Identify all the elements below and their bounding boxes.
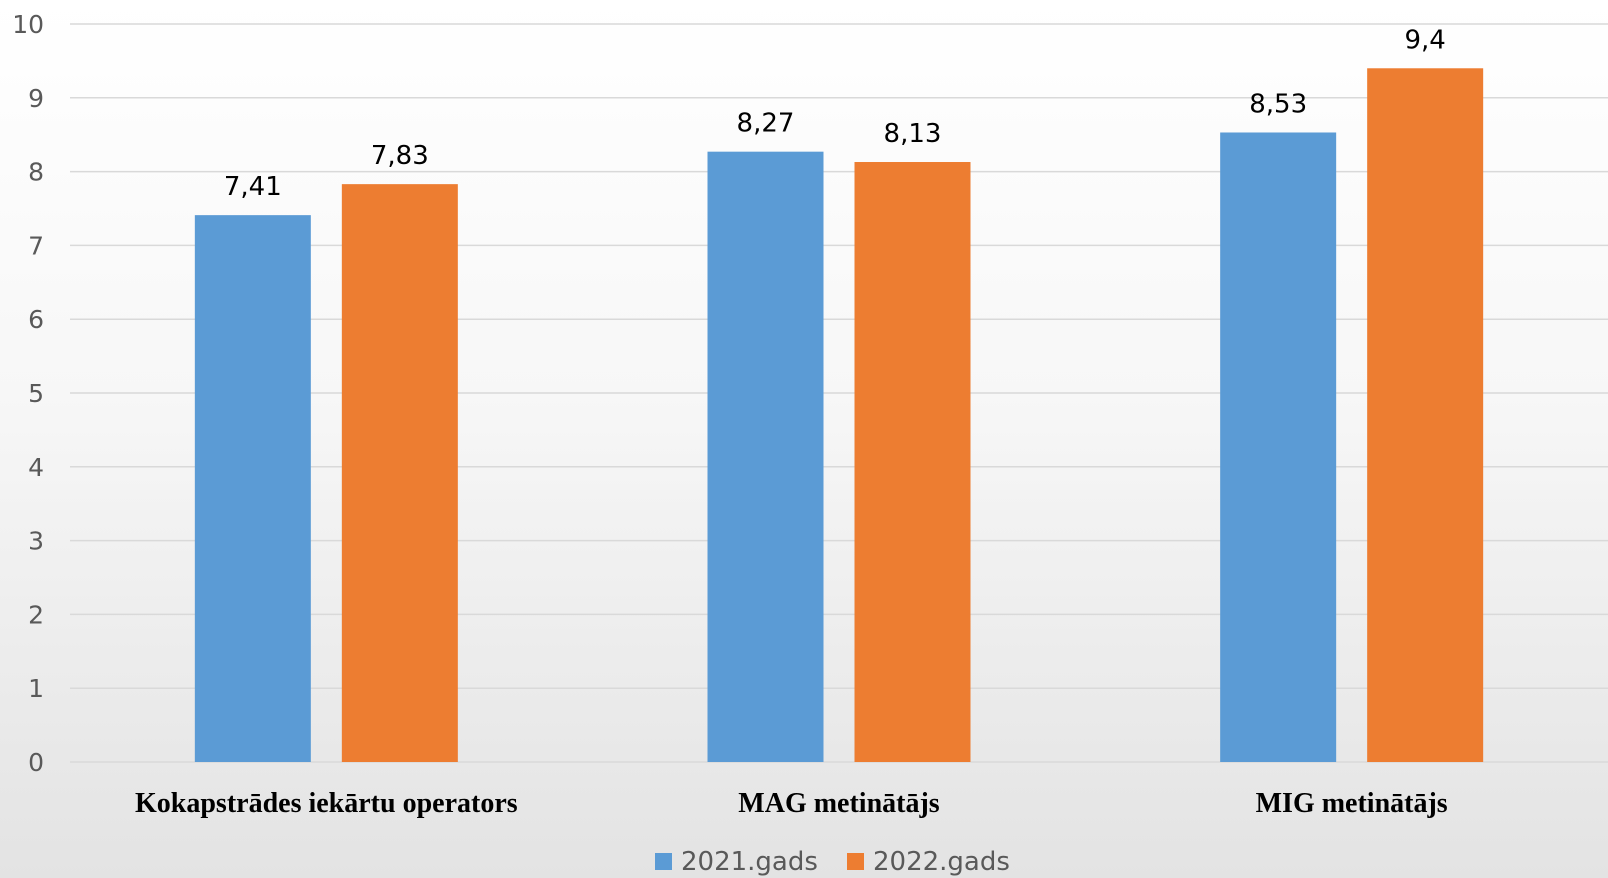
- y-tick-label: 7: [28, 231, 44, 260]
- bars: [194, 68, 1484, 763]
- category-label: Kokapstrādes iekārtu operators: [135, 788, 518, 819]
- gridlines: [70, 23, 1608, 763]
- bar: [341, 184, 458, 762]
- y-tick-label: 8: [28, 158, 44, 187]
- y-axis-ticks: 0 1 2 3 4 5 6 7 8 9 10: [12, 10, 44, 777]
- data-label: 8,27: [737, 109, 795, 139]
- data-label: 9,4: [1404, 25, 1445, 55]
- data-label: 8,13: [884, 119, 942, 149]
- y-tick-label: 5: [28, 379, 44, 408]
- legend: 2021.gads 2022.gads: [655, 847, 1010, 877]
- legend-label: 2022.gads: [873, 847, 1010, 877]
- category-label: MIG metinātājs: [1256, 788, 1448, 819]
- legend-label: 2021.gads: [681, 847, 818, 877]
- y-tick-label: 9: [28, 84, 44, 113]
- legend-swatch: [847, 853, 864, 870]
- x-axis-categories: Kokapstrādes iekārtu operators MAG metinā…: [135, 788, 1448, 819]
- data-labels: 7,41 7,83 8,27 8,13 8,53 9,4: [224, 25, 1446, 202]
- y-tick-label: 10: [12, 10, 44, 39]
- data-label: 7,41: [224, 172, 282, 202]
- category-label: MAG metinātājs: [738, 788, 940, 819]
- bar: [194, 215, 311, 763]
- bar: [707, 151, 824, 762]
- data-label: 7,83: [371, 141, 429, 171]
- bar: [1220, 132, 1337, 763]
- bar: [854, 162, 971, 763]
- y-tick-label: 1: [28, 674, 44, 703]
- bar: [1367, 68, 1484, 762]
- data-label: 8,53: [1249, 89, 1307, 119]
- y-tick-label: 6: [28, 305, 44, 334]
- y-tick-label: 0: [28, 748, 44, 777]
- y-tick-label: 3: [28, 527, 44, 556]
- y-tick-label: 4: [28, 453, 44, 482]
- y-tick-label: 2: [28, 600, 44, 629]
- legend-swatch: [655, 853, 672, 870]
